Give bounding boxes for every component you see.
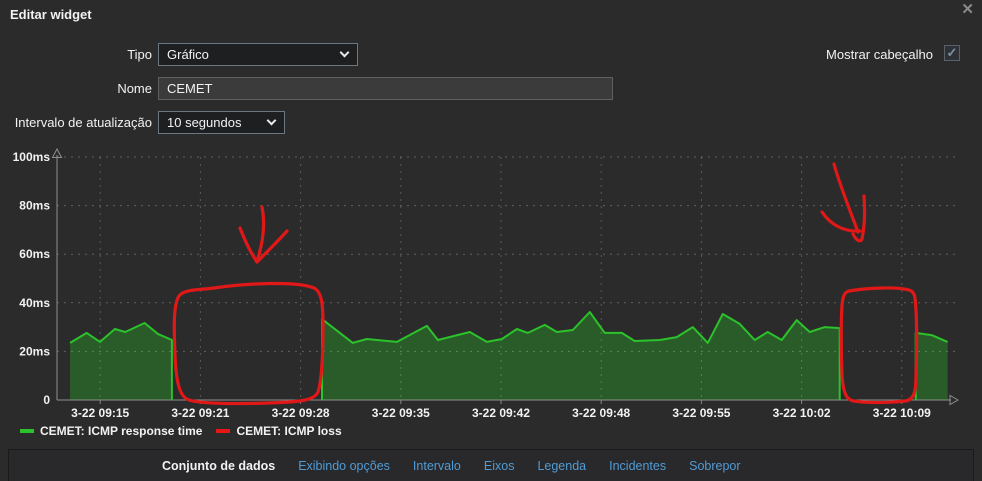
- response-time-area: [70, 323, 172, 400]
- show-header-checkbox[interactable]: ✓: [944, 45, 960, 61]
- y-tick-label: 20ms: [19, 344, 50, 358]
- red-annotation-gap2-arrow-shaft: [832, 162, 860, 234]
- tab-legenda[interactable]: Legenda: [537, 458, 587, 473]
- response-time-area: [321, 312, 840, 400]
- legend-swatch: [20, 429, 34, 433]
- legend-label: CEMET: ICMP response time: [40, 424, 203, 438]
- x-tick-label: 3-22 09:42: [472, 406, 530, 420]
- legend-label: CEMET: ICMP loss: [236, 424, 342, 438]
- red-annotation-gap1-arrow-shaft: [255, 205, 266, 263]
- response-time-line: [321, 311, 841, 400]
- legend-item: CEMET: ICMP response time: [20, 424, 202, 438]
- x-tick-label: 3-22 09:15: [71, 406, 129, 420]
- red-annotation-gap1-circle: [172, 281, 325, 406]
- tab-exibindo-op-es[interactable]: Exibindo opções: [298, 458, 390, 473]
- red-annotation-gap2-arrow-hook: [820, 210, 862, 233]
- x-axis-arrow: [949, 394, 960, 406]
- x-tick-label: 3-22 09:35: [372, 406, 430, 420]
- tab-conjunto-de-dados[interactable]: Conjunto de dados: [162, 458, 276, 473]
- refresh-interval-label: Intervalo de atualização: [14, 115, 152, 130]
- y-tick-label: 40ms: [19, 296, 50, 310]
- name-input[interactable]: [158, 77, 613, 100]
- red-annotation-gap2-circle: [839, 286, 919, 405]
- response-time-line: [69, 322, 173, 400]
- response-time-area: [915, 332, 948, 400]
- x-tick-label: 3-22 09:55: [672, 406, 730, 420]
- y-tick-label: 80ms: [19, 199, 50, 213]
- chevron-down-icon: [339, 47, 350, 58]
- red-annotation-gap1-arrow-left: [238, 226, 259, 264]
- y-axis-arrow: [51, 147, 63, 158]
- tab-intervalo[interactable]: Intervalo: [412, 458, 461, 473]
- x-tick-label: 3-22 09:28: [272, 406, 330, 420]
- chevron-down-icon: [266, 115, 277, 126]
- legend-swatch: [216, 429, 231, 433]
- x-tick-label: 3-22 09:48: [572, 406, 630, 420]
- x-tick-label: 3-22 10:02: [773, 406, 831, 420]
- tab-incidentes[interactable]: Incidentes: [609, 458, 667, 473]
- x-tick-label: 3-22 10:09: [873, 406, 931, 420]
- y-tick-label: 0: [43, 393, 50, 407]
- red-annotation-gap2-arrow-tail: [851, 194, 867, 243]
- show-header-label: Mostrar cabeçalho: [826, 47, 933, 62]
- graph-legend: CEMET: ICMP response time CEMET: ICMP los…: [20, 424, 342, 438]
- y-tick-label: 60ms: [19, 247, 50, 261]
- refresh-interval-select[interactable]: 10 segundos: [158, 111, 285, 134]
- tab-eixos[interactable]: Eixos: [483, 458, 515, 473]
- graph-canvas: 3-22 09:15 3-22 09:21 3-22 09:28 3-22 09:35…: [13, 147, 960, 420]
- type-select-value: Gráfico: [167, 47, 209, 62]
- refresh-interval-value: 10 segundos: [167, 115, 242, 130]
- y-tick-label: 100ms: [13, 150, 51, 164]
- tab-sobrepor[interactable]: Sobrepor: [689, 458, 741, 473]
- red-annotation-gap1-arrow-right: [255, 229, 289, 264]
- dialog-title: Editar widget: [10, 7, 92, 22]
- legend-item: CEMET: ICMP loss: [216, 424, 342, 438]
- close-icon[interactable]: ✕: [961, 1, 974, 18]
- widget-config-tabs: Conjunto de dados Exibindo opções Interval…: [8, 449, 974, 481]
- type-label: Tipo: [127, 47, 152, 62]
- name-label: Nome: [117, 81, 152, 96]
- type-select[interactable]: Gráfico: [158, 43, 358, 66]
- x-tick-label: 3-22 09:21: [171, 406, 229, 420]
